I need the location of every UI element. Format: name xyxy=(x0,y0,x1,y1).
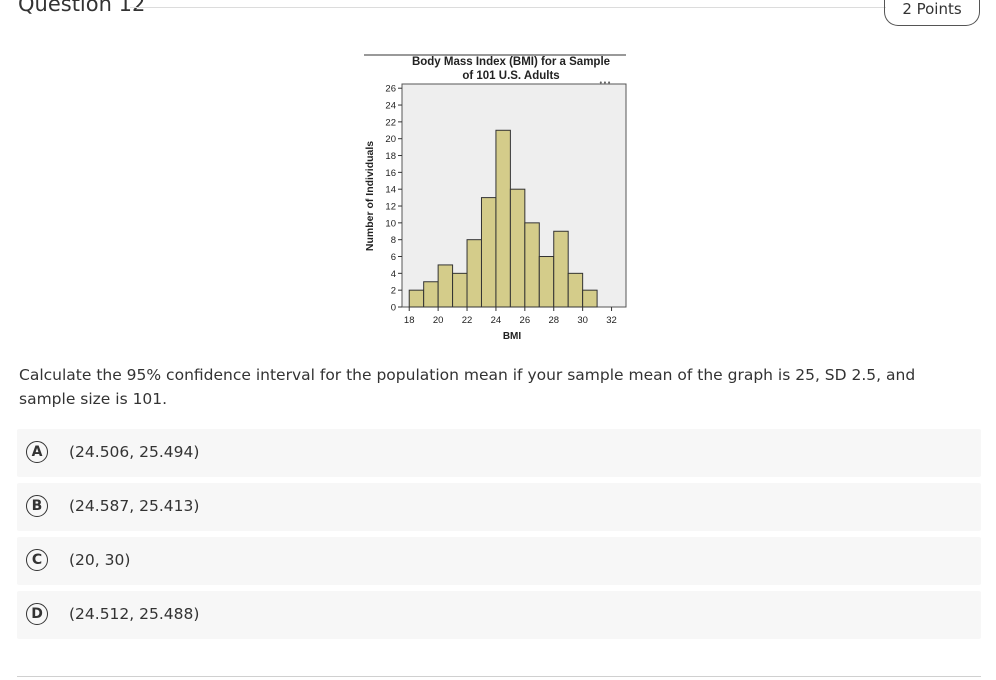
choice-b[interactable]: B (24.587, 25.413) xyxy=(17,483,981,531)
bmi-histogram: Body Mass Index (BMI) for a Sample of 10… xyxy=(330,50,640,340)
chart-title-line2: of 101 U.S. Adults xyxy=(462,70,559,82)
choice-text-d: (24.512, 25.488) xyxy=(69,605,200,623)
y-tick-label: 14 xyxy=(385,185,396,196)
x-tick-label: 26 xyxy=(520,315,531,326)
footer-divider xyxy=(17,676,981,677)
y-tick-label: 4 xyxy=(391,269,396,280)
x-axis-label: BMI xyxy=(503,331,522,340)
histogram-bar-19 xyxy=(423,281,439,308)
histogram-bar-23 xyxy=(480,197,497,308)
histogram-bar-29 xyxy=(567,272,584,308)
y-tick-label: 24 xyxy=(385,101,396,112)
question-title: Question 12 xyxy=(18,0,146,16)
choice-letter-c: C xyxy=(26,549,48,571)
histogram-bar-20 xyxy=(437,264,454,308)
y-tick-label: 6 xyxy=(391,252,396,263)
chart-menu-icon: ••• xyxy=(599,79,611,87)
y-tick-label: 8 xyxy=(391,235,396,246)
choice-text-c: (20, 30) xyxy=(69,551,131,569)
chart-title-line1: Body Mass Index (BMI) for a Sample xyxy=(412,56,610,68)
histogram-bar-21 xyxy=(452,272,468,308)
histogram-bar-28 xyxy=(553,230,569,308)
y-tick-label: 18 xyxy=(385,151,396,162)
points-badge: 2 Points xyxy=(884,0,980,26)
choice-a[interactable]: A (24.506, 25.494) xyxy=(17,429,981,477)
header-divider xyxy=(130,7,886,8)
y-tick-label: 10 xyxy=(385,218,396,229)
histogram-bar-25 xyxy=(509,188,526,308)
choice-c[interactable]: C (20, 30) xyxy=(17,537,981,585)
histogram-bar-26 xyxy=(524,222,540,308)
question-text: Calculate the 95% confidence interval fo… xyxy=(19,366,916,408)
x-tick-label: 18 xyxy=(404,315,415,326)
choice-text-a: (24.506, 25.494) xyxy=(69,443,200,461)
histogram-bars xyxy=(408,129,598,308)
y-tick-label: 22 xyxy=(385,117,396,128)
x-tick-label: 32 xyxy=(606,315,617,326)
y-tick-label: 16 xyxy=(385,168,396,179)
x-tick-label: 30 xyxy=(577,315,588,326)
choice-letter-d: D xyxy=(26,603,48,625)
y-tick-label: 12 xyxy=(385,202,396,213)
x-tick-label: 24 xyxy=(491,315,502,326)
histogram-svg: Body Mass Index (BMI) for a Sample of 10… xyxy=(364,54,627,340)
histogram-bar-27 xyxy=(538,256,555,308)
histogram-bar-24 xyxy=(495,129,511,308)
histogram-bar-22 xyxy=(466,239,482,308)
y-axis-label: Number of Individuals xyxy=(364,141,376,251)
y-tick-label: 2 xyxy=(391,286,396,297)
x-tick-label: 22 xyxy=(462,315,473,326)
choice-letter-b: B xyxy=(26,495,48,517)
x-axis: 18 20 22 24 26 28 30 32 xyxy=(404,307,617,326)
y-tick-label: 20 xyxy=(385,134,396,145)
choice-d[interactable]: D (24.512, 25.488) xyxy=(17,591,981,639)
histogram-bar-30 xyxy=(582,289,598,308)
histogram-bar-18 xyxy=(408,289,425,308)
x-tick-label: 28 xyxy=(548,315,559,326)
x-tick-label: 20 xyxy=(433,315,444,326)
y-tick-label: 0 xyxy=(391,303,396,314)
choice-text-b: (24.587, 25.413) xyxy=(69,497,200,515)
choice-letter-a: A xyxy=(26,441,48,463)
y-tick-label: 26 xyxy=(385,84,396,95)
